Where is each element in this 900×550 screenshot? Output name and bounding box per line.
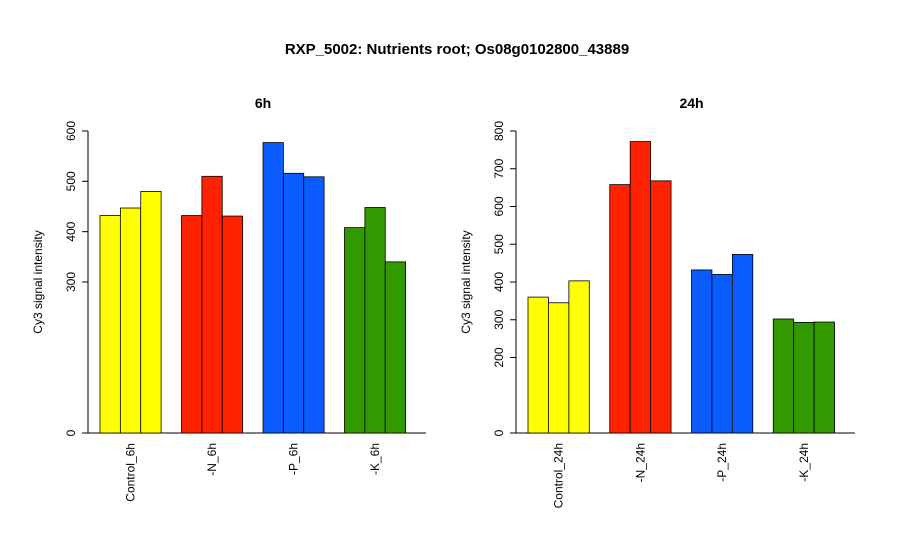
panel-6h: 6h Cy3 signal intensity 0 300 400 500 600 Contr…: [31, 95, 426, 502]
x-category-label: -N_24h: [633, 443, 647, 482]
x-category-label: -P_24h: [715, 443, 729, 482]
y-axis-label: Cy3 signal intensity: [31, 230, 45, 333]
y-tick-label: 500: [492, 234, 506, 254]
bar: [99, 215, 121, 434]
y-tick-label: 800: [492, 121, 506, 141]
panel-24h: 24h Cy3 signal intensity 0 200 300 400 500 600 7…: [459, 95, 855, 508]
panel-title: 24h: [679, 95, 703, 111]
bar: [364, 207, 386, 434]
bar: [772, 318, 795, 434]
y-tick-label: 500: [64, 171, 78, 191]
y-axis-label: Cy3 signal intensity: [459, 230, 473, 333]
bar: [629, 141, 652, 434]
x-category-label: Control_24h: [552, 443, 566, 508]
panel-title: 6h: [255, 95, 271, 111]
figure-title: RXP_5002: Nutrients root; Os08g0102800_4…: [285, 41, 629, 58]
bar: [262, 142, 284, 434]
y-tick-label: 700: [492, 158, 506, 178]
x-category-label: -K_24h: [797, 443, 811, 482]
bar: [527, 296, 549, 434]
bar: [568, 280, 590, 434]
bar: [201, 175, 223, 434]
x-category-label: -K_6h: [368, 443, 382, 475]
y-tick-label: 600: [492, 196, 506, 216]
bar: [303, 176, 325, 434]
bar: [793, 321, 815, 434]
y-tick-label: 600: [64, 121, 78, 141]
bar: [548, 302, 570, 434]
x-category-label: -P_6h: [287, 443, 301, 475]
bar: [221, 215, 244, 434]
y-tick-label: 300: [64, 272, 78, 292]
x-category-label: Control_6h: [124, 443, 138, 502]
x-category-label: -N_6h: [205, 443, 219, 476]
y-tick-label: 200: [492, 347, 506, 367]
bar: [711, 274, 733, 434]
bar: [731, 254, 754, 434]
bar: [384, 261, 407, 434]
y-tick-label: 0: [492, 429, 506, 436]
bar: [813, 321, 835, 434]
y-tick-label: 400: [492, 272, 506, 292]
bar: [609, 184, 631, 434]
bar: [140, 190, 162, 434]
y-tick-label: 400: [64, 221, 78, 241]
y-tick-label: 300: [492, 309, 506, 329]
bar: [650, 180, 672, 434]
bar: [181, 215, 203, 434]
bar: [119, 207, 142, 434]
bar: [282, 172, 305, 434]
y-tick-label: 0: [64, 429, 78, 436]
bar: [691, 269, 713, 434]
bar: [344, 227, 366, 434]
